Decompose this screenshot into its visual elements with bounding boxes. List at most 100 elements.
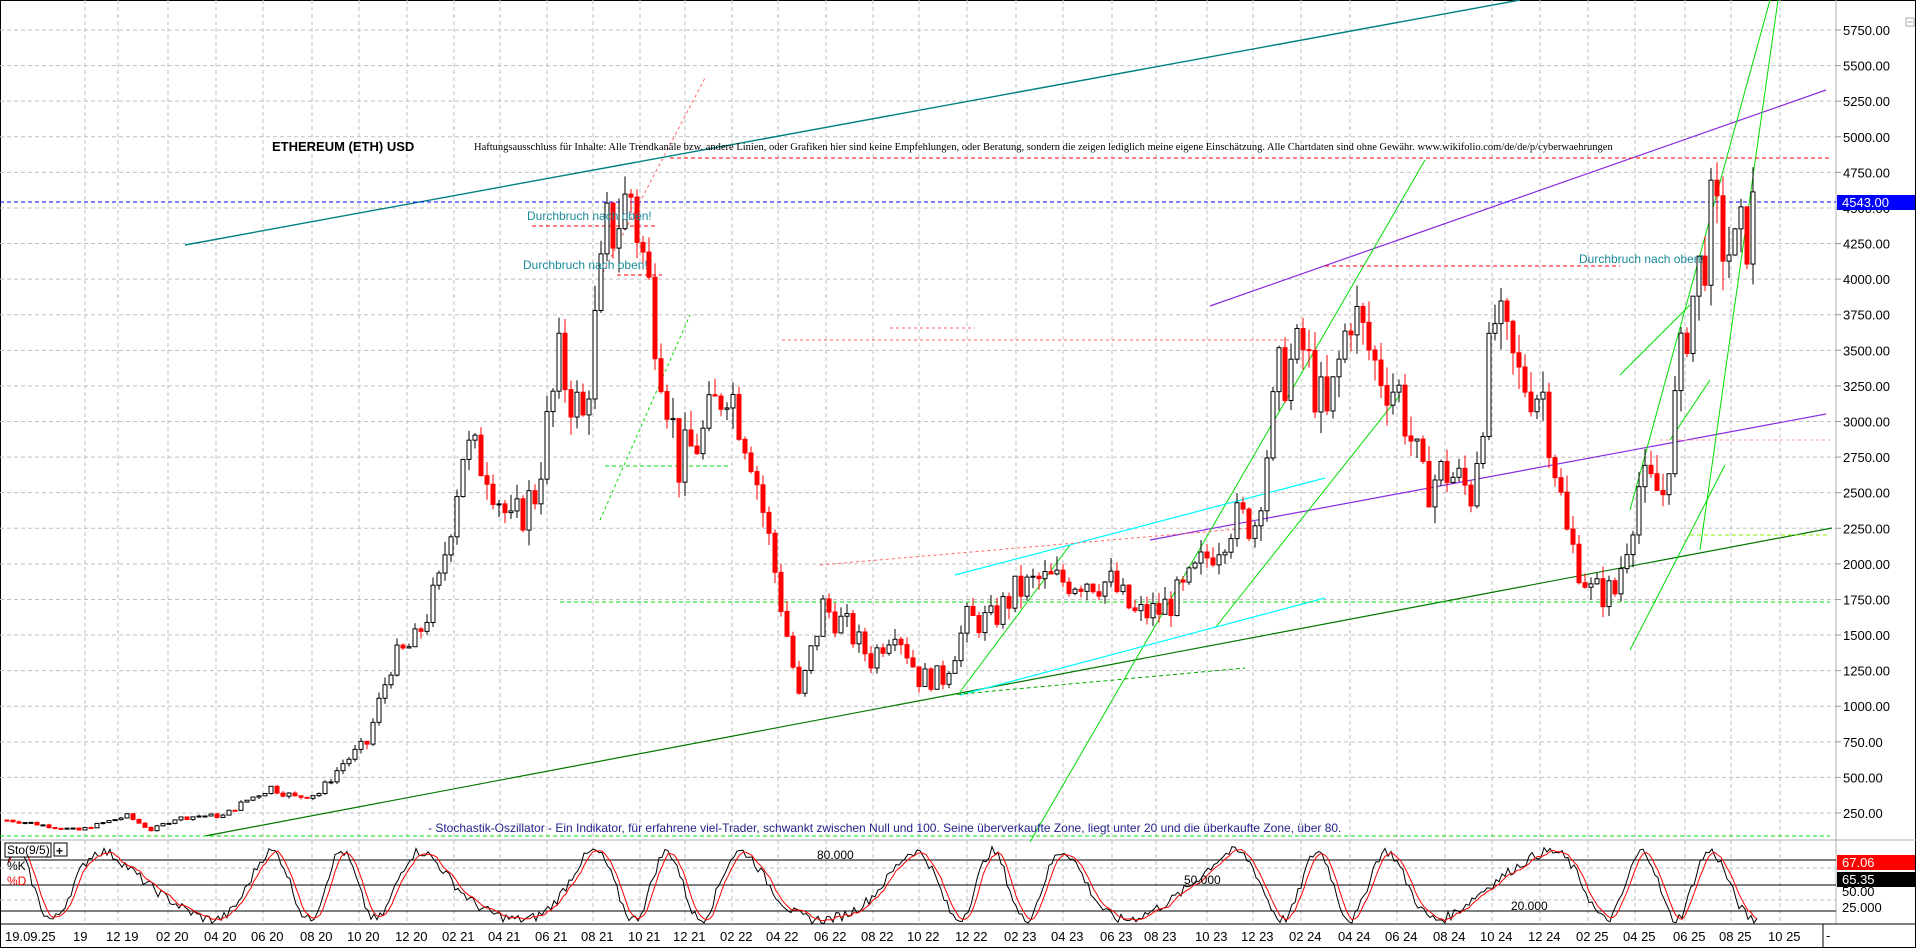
candle-body bbox=[1576, 543, 1582, 584]
time-axis[interactable]: 19.09.25 19 12 19 02 20 04 20 06 20 08 20 10 20… bbox=[5, 929, 1801, 944]
time-tick-label: 04 24 bbox=[1338, 929, 1371, 944]
candle-body bbox=[460, 458, 466, 498]
candle-body bbox=[574, 391, 580, 418]
candle-body bbox=[64, 827, 70, 830]
candle-body bbox=[862, 631, 868, 655]
purple-upper-channel-line[interactable] bbox=[1209, 89, 1827, 307]
candle-body bbox=[1066, 581, 1072, 594]
candle-body bbox=[706, 394, 712, 429]
candle-body bbox=[412, 628, 418, 648]
green-dashed-support[interactable] bbox=[949, 667, 1246, 696]
candle-body bbox=[670, 418, 676, 421]
candle-body bbox=[1708, 179, 1714, 286]
candle-body bbox=[472, 434, 478, 441]
annotation-breakout-3: Durchbruch nach oben! bbox=[1579, 252, 1704, 266]
candle-body bbox=[1318, 376, 1324, 413]
candle-body bbox=[778, 571, 784, 612]
candle-body bbox=[1216, 554, 1222, 566]
green-steep-line-5[interactable] bbox=[1619, 304, 1691, 376]
green-channel-line-3[interactable] bbox=[959, 544, 1071, 693]
stochastic-k-line bbox=[7, 844, 1758, 925]
candle-body bbox=[106, 820, 112, 824]
candle-body bbox=[202, 815, 208, 818]
candle-body bbox=[1534, 398, 1540, 413]
candle-body bbox=[454, 496, 460, 538]
candle-body bbox=[292, 792, 298, 797]
candle-body bbox=[1516, 352, 1522, 368]
candle-body bbox=[448, 536, 454, 556]
time-tick-label: 19 bbox=[73, 929, 87, 944]
green-channel-line-2[interactable] bbox=[1214, 394, 1401, 629]
candle-body bbox=[640, 241, 646, 253]
candle-body bbox=[130, 813, 136, 820]
level-50-label: 50.000 bbox=[1184, 873, 1221, 887]
time-tick-label: 04 25 bbox=[1623, 929, 1656, 944]
candle-body bbox=[1486, 332, 1492, 438]
candle-body bbox=[136, 818, 142, 824]
candle-body bbox=[568, 389, 574, 418]
candle-body bbox=[1540, 391, 1546, 400]
candle-body bbox=[1714, 179, 1720, 197]
candle-body bbox=[874, 647, 880, 669]
green-steep-line-1[interactable] bbox=[1629, 0, 1771, 511]
teal-trend-line[interactable] bbox=[184, 0, 1521, 246]
candle-body bbox=[382, 684, 388, 699]
time-tick-label: 12 19 bbox=[106, 929, 139, 944]
price-tick-label: 250.00 bbox=[1843, 806, 1883, 821]
time-tick-label: 10 24 bbox=[1480, 929, 1513, 944]
trend-lines[interactable] bbox=[0, 0, 1836, 843]
candle-body bbox=[1312, 349, 1318, 413]
red-dashed-trend[interactable] bbox=[819, 527, 1251, 566]
candle-body bbox=[502, 503, 508, 514]
current-price-label: 4543.00 bbox=[1842, 195, 1889, 210]
green-dashed-trend-2021[interactable] bbox=[599, 314, 691, 521]
candle-body bbox=[982, 612, 988, 634]
indicator-name-box[interactable] bbox=[4, 842, 52, 858]
green-steep-line-2[interactable] bbox=[1699, 0, 1779, 551]
candle-body bbox=[796, 666, 802, 694]
red-dashed-steep[interactable] bbox=[599, 77, 706, 279]
candle-body bbox=[190, 816, 196, 820]
price-tick-label: 3750.00 bbox=[1843, 308, 1890, 323]
candle-body bbox=[346, 758, 352, 765]
green-steep-line-3[interactable] bbox=[1629, 464, 1726, 651]
candle-body bbox=[766, 511, 772, 534]
candle-body bbox=[592, 309, 598, 400]
candle-body bbox=[46, 824, 52, 829]
candle-body bbox=[1606, 580, 1612, 608]
scroll-minus-button[interactable]: - bbox=[1826, 928, 1830, 943]
candle-body bbox=[262, 793, 268, 797]
price-tick-label: 4250.00 bbox=[1843, 237, 1890, 252]
candle-body bbox=[250, 796, 256, 801]
candle-body bbox=[1024, 576, 1030, 597]
time-tick-label: 02 25 bbox=[1576, 929, 1609, 944]
time-tick-label: 08 20 bbox=[300, 929, 333, 944]
candle-body bbox=[532, 490, 538, 505]
candle-body bbox=[484, 475, 490, 485]
sto-axis-25: 25.000 bbox=[1842, 900, 1882, 915]
candle-body bbox=[58, 827, 64, 830]
cyan-lower-line[interactable] bbox=[959, 597, 1326, 696]
candle-body bbox=[646, 251, 652, 278]
time-tick-label: 10 20 bbox=[347, 929, 380, 944]
candle-body bbox=[1300, 328, 1306, 351]
candle-body bbox=[1624, 554, 1630, 570]
cyan-upper-line[interactable] bbox=[954, 477, 1326, 576]
candle-body bbox=[1156, 603, 1162, 615]
candle-body bbox=[850, 613, 856, 645]
time-tick-label: 06 20 bbox=[251, 929, 284, 944]
candle-body bbox=[328, 781, 334, 784]
collapse-panel-button[interactable] bbox=[1905, 17, 1915, 27]
candle-body bbox=[880, 647, 886, 654]
level-80-label: 80.000 bbox=[817, 848, 854, 862]
green-channel-line-1[interactable] bbox=[1029, 159, 1426, 843]
candle-body bbox=[1168, 598, 1174, 617]
time-tick-label: 08 23 bbox=[1144, 929, 1177, 944]
green-long-support-line[interactable] bbox=[204, 527, 1833, 837]
candle-body bbox=[1282, 347, 1288, 401]
price-axis[interactable]: 5750.005500.005250.005000.004750.004500.… bbox=[1836, 23, 1890, 821]
time-tick-label: 10 21 bbox=[628, 929, 661, 944]
add-indicator-button[interactable] bbox=[53, 842, 68, 857]
candle-body bbox=[244, 799, 250, 803]
